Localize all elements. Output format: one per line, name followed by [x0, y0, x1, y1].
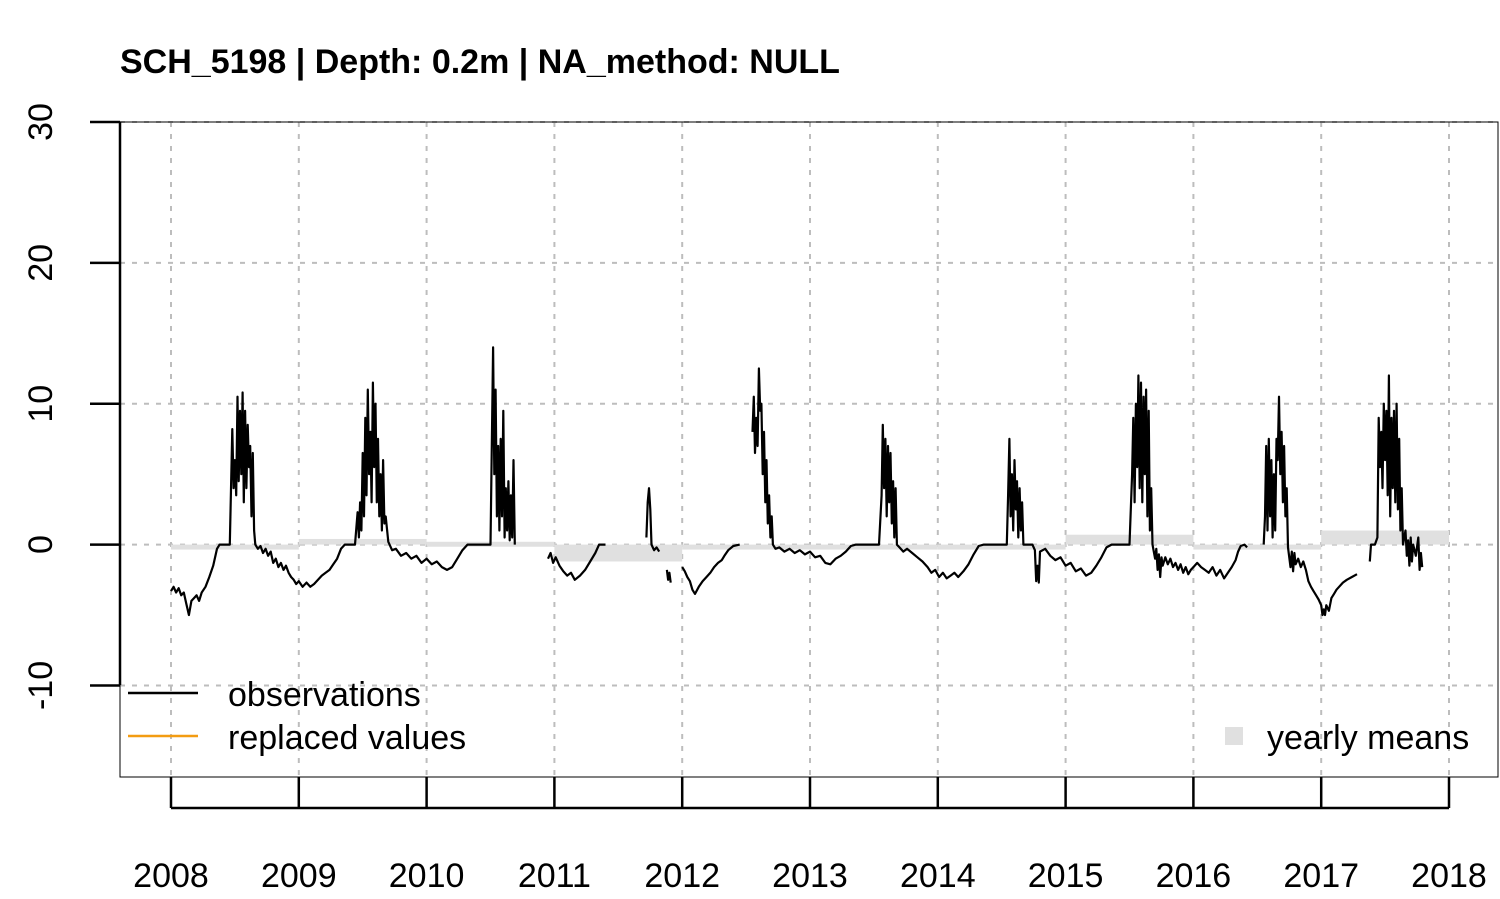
yearly-mean-bar-2017 — [1321, 530, 1449, 545]
chart-title: SCH_5198 | Depth: 0.2m | NA_method: NULL — [120, 43, 840, 81]
x-tick-label-2017: 2017 — [1283, 857, 1359, 895]
y-tick-label--10: -10 — [22, 661, 60, 710]
yearly-mean-bar-2012 — [682, 544, 810, 550]
observations-line-segment-6 — [1262, 395, 1358, 617]
x-tick-label-2010: 2010 — [389, 857, 465, 895]
x-tick-label-2012: 2012 — [644, 857, 720, 895]
observations-line-segment-0 — [170, 346, 516, 617]
yearly-mean-bar-2008 — [171, 544, 299, 550]
x-tick-label-2008: 2008 — [133, 857, 209, 895]
observations-line-segment-5 — [751, 367, 1248, 584]
yearly-mean-bar-2011 — [554, 544, 683, 562]
observations-line-segment-2 — [645, 487, 661, 553]
observations-line-segment-4 — [681, 543, 740, 595]
x-tick-label-2009: 2009 — [261, 857, 337, 895]
y-axis: -10 0 10 20 30 — [22, 103, 120, 710]
yearly-mean-bar-2014 — [937, 544, 1066, 550]
x-tick-label-2015: 2015 — [1028, 857, 1104, 895]
legend-yearly-means-label: yearly means — [1267, 719, 1469, 757]
x-axis: 2008 2009 2010 2011 2012 2013 2014 2015 2016 2017… — [133, 777, 1487, 895]
observations-line-segment-7 — [1368, 374, 1424, 571]
legend: observations replaced values yearly mean… — [128, 676, 1469, 757]
observations-series — [170, 346, 1424, 617]
x-tick-label-2016: 2016 — [1156, 857, 1232, 895]
legend-replaced-values-label: replaced values — [228, 719, 466, 757]
legend-yearly-means-swatch — [1225, 727, 1243, 745]
yearly-mean-bar-2009 — [298, 538, 427, 545]
y-tick-label-30: 30 — [22, 103, 60, 141]
y-tick-label-10: 10 — [22, 385, 60, 423]
yearly-mean-bar-2013 — [810, 544, 938, 550]
observations-line-segment-3 — [665, 569, 672, 583]
x-tick-label-2018: 2018 — [1411, 857, 1487, 895]
observations-line-segment-1 — [546, 543, 606, 581]
y-tick-label-0: 0 — [22, 535, 60, 554]
legend-observations-label: observations — [228, 676, 421, 714]
x-tick-label-2013: 2013 — [772, 857, 848, 895]
x-tick-label-2011: 2011 — [518, 857, 591, 895]
x-tick-label-2014: 2014 — [900, 857, 976, 895]
y-tick-label-20: 20 — [22, 244, 60, 282]
yearly-mean-bar-2016 — [1193, 544, 1322, 550]
